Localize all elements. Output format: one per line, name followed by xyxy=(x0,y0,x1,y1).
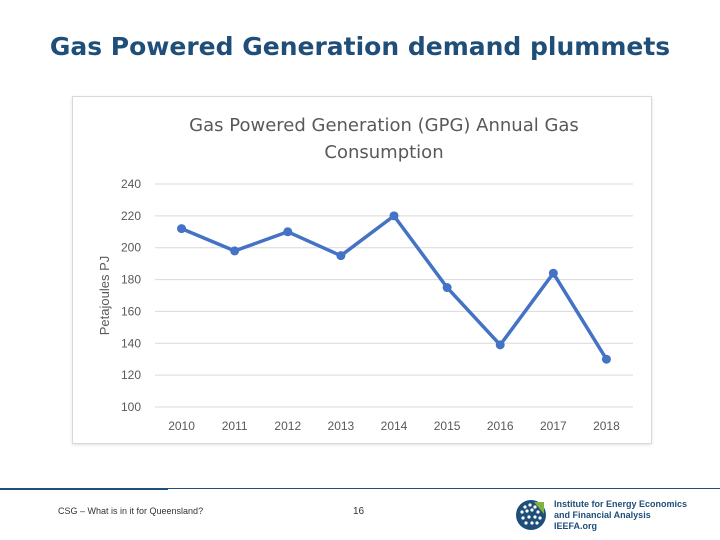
y-tick-label: 100 xyxy=(121,400,141,414)
x-tick-label: 2011 xyxy=(222,419,248,433)
x-tick-label: 2012 xyxy=(274,419,301,433)
footer-text: CSG – What is in it for Queensland? xyxy=(58,506,204,516)
x-tick-label: 2015 xyxy=(434,419,461,433)
data-point xyxy=(283,227,293,237)
page-number: 16 xyxy=(353,506,365,517)
data-point xyxy=(495,340,505,350)
line-chart: Gas Powered Generation (GPG) Annual Gas C… xyxy=(97,115,633,433)
slide-title: Gas Powered Generation demand plummets xyxy=(49,32,671,61)
data-point xyxy=(389,211,399,221)
y-tick-label: 180 xyxy=(121,273,141,287)
data-point xyxy=(548,268,558,278)
ieefa-logo: Institute for Energy Economics and Finan… xyxy=(512,496,712,534)
data-point xyxy=(442,283,452,293)
y-tick-label: 140 xyxy=(121,336,141,350)
footer-accent-line xyxy=(0,488,168,490)
y-tick-label: 240 xyxy=(121,177,141,191)
x-tick-label: 2018 xyxy=(593,419,620,433)
y-axis-label: Petajoules PJ xyxy=(97,256,112,336)
chart-frame: Gas Powered Generation (GPG) Annual Gas C… xyxy=(72,96,652,444)
logo-text: Institute for Energy Economics and Finan… xyxy=(554,499,687,532)
footer-divider xyxy=(168,488,720,489)
series-line xyxy=(180,214,608,361)
data-point xyxy=(230,246,240,256)
globe-icon xyxy=(516,500,546,530)
x-tick-label: 2017 xyxy=(540,419,567,433)
x-tick-label: 2014 xyxy=(381,419,408,433)
x-tick-label: 2013 xyxy=(328,419,355,433)
logo-line2: and Financial Analysis xyxy=(554,510,651,520)
logo-line1: Institute for Energy Economics xyxy=(554,499,688,509)
x-tick-label: 2010 xyxy=(168,419,195,433)
y-tick-label: 120 xyxy=(121,368,141,382)
y-tick-label: 220 xyxy=(121,209,141,223)
chart-title-line: Consumption xyxy=(324,142,443,163)
x-tick-label: 2016 xyxy=(487,419,514,433)
data-point xyxy=(177,224,187,234)
y-tick-label: 200 xyxy=(121,241,141,255)
y-tick-label: 160 xyxy=(121,304,141,318)
logo-line3: IEEFA.org xyxy=(554,521,598,531)
chart-title-line: Gas Powered Generation (GPG) Annual Gas xyxy=(189,115,579,136)
data-point xyxy=(336,251,346,261)
data-point xyxy=(601,354,611,364)
